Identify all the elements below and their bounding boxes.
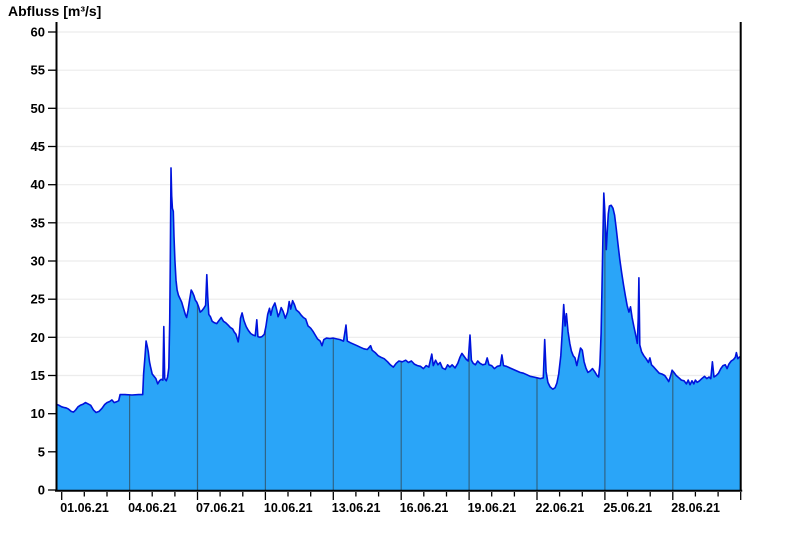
x-tick-label: 22.06.21 [536, 501, 585, 515]
y-tick-label: 5 [38, 444, 45, 459]
y-tick-label: 45 [31, 139, 45, 154]
x-tick-label: 01.06.21 [60, 501, 109, 515]
x-tick-label: 10.06.21 [264, 501, 313, 515]
x-tick-label: 19.06.21 [468, 501, 517, 515]
y-tick-label: 30 [31, 254, 45, 269]
y-tick-label: 0 [38, 483, 45, 498]
y-tick-label: 25 [31, 292, 45, 307]
y-tick-label: 15 [31, 368, 45, 383]
chart-title: Abfluss [m³/s] [8, 3, 102, 19]
x-tick-label: 13.06.21 [332, 501, 381, 515]
x-tick-label: 25.06.21 [603, 501, 652, 515]
y-tick-label: 55 [31, 63, 45, 78]
y-tick-label: 60 [31, 25, 45, 40]
x-tick-label: 04.06.21 [128, 501, 177, 515]
y-tick-label: 35 [31, 215, 45, 230]
x-tick-label: 16.06.21 [400, 501, 449, 515]
x-tick-label: 07.06.21 [196, 501, 245, 515]
y-tick-label: 20 [31, 330, 45, 345]
discharge-line [56, 167, 742, 414]
discharge-area [56, 167, 741, 490]
y-tick-label: 40 [31, 177, 45, 192]
y-tick-label: 10 [31, 406, 45, 421]
x-tick-label: 28.06.21 [671, 501, 720, 515]
y-tick-label: 50 [31, 101, 45, 116]
